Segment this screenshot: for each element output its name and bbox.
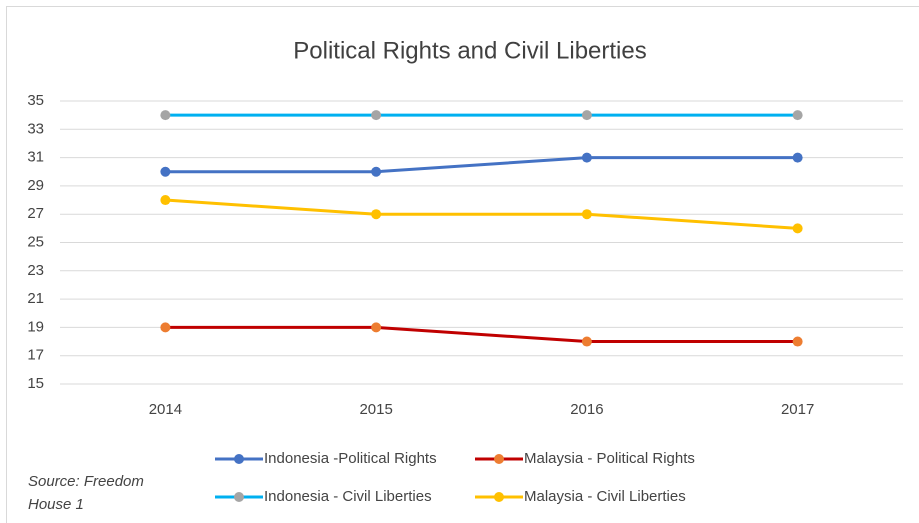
series-line [165, 156, 798, 174]
y-tick-label: 33 [27, 120, 44, 137]
y-tick-label: 19 [27, 318, 44, 335]
legend-label: Indonesia -Political Rights [264, 450, 437, 467]
marker [160, 110, 171, 121]
y-tick-label: 27 [27, 205, 44, 222]
marker [160, 322, 171, 333]
legend-marker [234, 492, 244, 502]
legend-label: Indonesia - Civil Liberties [264, 488, 432, 505]
chart-title: Political Rights and Civil Liberties [293, 37, 646, 64]
x-tick-label: 2014 [149, 401, 182, 418]
legend-marker [494, 454, 504, 464]
y-tick-label: 21 [27, 290, 44, 307]
y-tick-label: 23 [27, 262, 44, 279]
marker [371, 209, 382, 220]
marker [792, 110, 803, 121]
marker [792, 223, 803, 234]
source-note: Source: Freedom House 1 [28, 473, 144, 513]
marker [160, 195, 171, 206]
marker [371, 322, 382, 333]
marker [160, 166, 171, 177]
marker [792, 152, 803, 163]
y-tick-label: 31 [27, 149, 44, 166]
marker [792, 336, 803, 347]
x-tick-label: 2016 [570, 401, 603, 418]
marker [371, 110, 382, 121]
x-tick-label: 2015 [359, 401, 392, 418]
y-tick-label: 17 [27, 347, 44, 364]
marker [581, 209, 592, 220]
y-tick-label: 15 [27, 375, 44, 392]
y-tick-label: 25 [27, 233, 44, 250]
y-tick-label: 35 [27, 92, 44, 109]
marker [581, 336, 592, 347]
legend-label: Malaysia - Political Rights [524, 450, 695, 467]
marker [581, 110, 592, 121]
legend-marker [494, 492, 504, 502]
legend-label: Malaysia - Civil Liberties [524, 488, 686, 505]
marker [581, 152, 592, 163]
series-line [165, 198, 798, 230]
marker [371, 166, 382, 177]
chart-border [6, 6, 919, 523]
series-line [165, 325, 798, 344]
legend-marker [234, 454, 244, 464]
x-tick-label: 2017 [781, 401, 814, 418]
y-tick-label: 29 [27, 177, 44, 194]
